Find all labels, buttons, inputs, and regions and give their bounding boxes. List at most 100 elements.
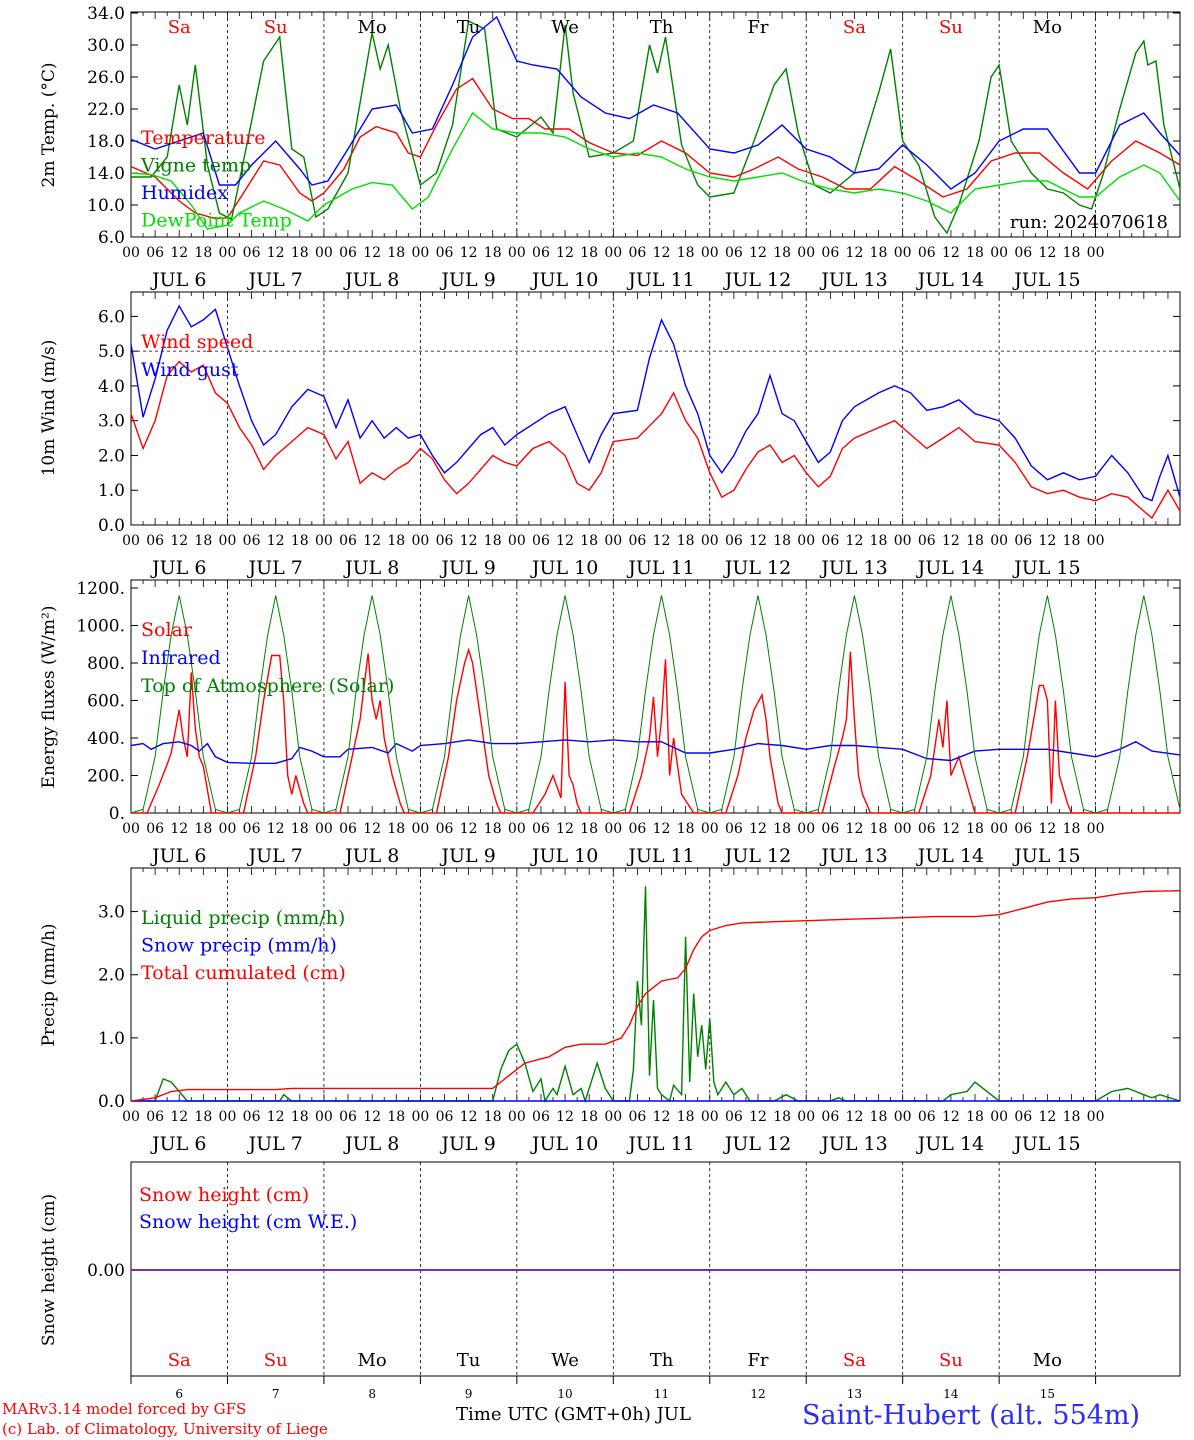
energy-ytick-label: 0.	[109, 804, 125, 824]
energy-hour-label: 12	[1038, 821, 1056, 837]
precip-hour-label: 12	[1038, 1109, 1056, 1125]
precip-date-label: JUL 8	[343, 1133, 399, 1155]
precip-legend-entry: Liquid precip (mm/h)	[141, 907, 345, 929]
energy-hour-label: 18	[291, 821, 309, 837]
bottom-day-number: 11	[654, 1387, 669, 1401]
energy-hour-label: 12	[556, 821, 574, 837]
energy-hour-label: 12	[846, 821, 864, 837]
temperature-hour-label: 06	[918, 245, 936, 261]
temperature-hour-label: 00	[701, 245, 719, 261]
bottom-day-name: Tu	[457, 1350, 481, 1371]
precip-hour-label: 12	[942, 1109, 960, 1125]
wind-date-label: JUL 12	[723, 557, 791, 579]
precip-hour-label: 00	[508, 1109, 526, 1125]
wind-hour-label: 06	[628, 533, 646, 549]
temperature-hour-label: 00	[797, 245, 815, 261]
snow-legend-entry: Snow height (cm W.E.)	[139, 1211, 357, 1233]
temperature-hour-label: 12	[846, 245, 864, 261]
energy-date-label: JUL 15	[1012, 845, 1080, 867]
wind-hour-label: 12	[653, 533, 671, 549]
top-day-name: Su	[939, 17, 963, 38]
precip-legend-entry: Total cumulated (cm)	[141, 962, 346, 984]
bottom-day-name: Th	[650, 1350, 674, 1371]
wind-ytick-label: 5.0	[98, 342, 125, 362]
top-day-name: We	[551, 17, 579, 38]
wind-hour-label: 18	[1063, 533, 1081, 549]
energy-date-label: JUL 10	[530, 845, 598, 867]
energy-hour-label: 18	[773, 821, 791, 837]
temperature-date-label: JUL 14	[916, 269, 984, 291]
temperature-date-label: JUL 12	[723, 269, 791, 291]
precip-ytick-label: 2.0	[98, 966, 125, 986]
wind-date-label: JUL 14	[916, 557, 984, 579]
temperature-hour-label: 18	[1063, 245, 1081, 261]
footer-credits: MARv3.14 model forced by GFS (c) Lab. of…	[2, 1399, 328, 1439]
temperature-hour-label: 00	[894, 245, 912, 261]
wind-hour-label: 06	[725, 533, 743, 549]
temperature-hour-label: 00	[315, 245, 333, 261]
wind-hour-label: 00	[1087, 533, 1105, 549]
wind-ytick-label: 1.0	[98, 481, 125, 501]
energy-hour-label: 06	[339, 821, 357, 837]
wind-hour-label: 18	[677, 533, 695, 549]
precip-legend-entry: Snow precip (mm/h)	[141, 935, 337, 957]
temperature-ytick-label: 10.0	[87, 196, 125, 216]
precip-hour-label: 12	[460, 1109, 478, 1125]
precip-hour-label: 00	[411, 1109, 429, 1125]
model-credit: MARv3.14 model forced by GFS	[2, 1400, 247, 1418]
bottom-day-number: 13	[847, 1387, 862, 1401]
wind-hour-label: 00	[894, 533, 912, 549]
wind-hour-label: 18	[870, 533, 888, 549]
wind-hour-label: 12	[942, 533, 960, 549]
precip-hour-label: 06	[532, 1109, 550, 1125]
energy-hour-label: 12	[363, 821, 381, 837]
temperature-hour-label: 18	[580, 245, 598, 261]
energy-legend-entry: Top of Atmosphere (Solar)	[141, 675, 394, 697]
energy-hour-label: 00	[122, 821, 140, 837]
wind-legend-entry: Wind speed	[141, 331, 253, 353]
precip-ylabel: Precip (mm/h)	[39, 923, 59, 1046]
energy-hour-label: 18	[1063, 821, 1081, 837]
temperature-legend-entry: DewPoint Temp	[141, 210, 292, 232]
snow-ylabel: Snow height (cm)	[39, 1194, 59, 1346]
energy-hour-label: 00	[219, 821, 237, 837]
energy-hour-label: 00	[701, 821, 719, 837]
precip-hour-label: 06	[628, 1109, 646, 1125]
energy-hour-label: 12	[942, 821, 960, 837]
temperature-ytick-label: 18.0	[87, 132, 125, 152]
wind-hour-label: 18	[580, 533, 598, 549]
bottom-day-number: 6	[175, 1387, 183, 1401]
bottom-day-number: 12	[750, 1387, 765, 1401]
wind-hour-label: 12	[267, 533, 285, 549]
precip-hour-label: 00	[219, 1109, 237, 1125]
precip-hour-label: 06	[1014, 1109, 1032, 1125]
bottom-day-name: Fr	[747, 1350, 768, 1371]
wind-hour-label: 18	[966, 533, 984, 549]
top-day-name: Mo	[1033, 17, 1062, 38]
precip-hour-label: 06	[725, 1109, 743, 1125]
energy-ytick-label: 600.	[87, 692, 125, 712]
temperature-hour-label: 06	[821, 245, 839, 261]
temperature-hour-label: 00	[1087, 245, 1105, 261]
wind-hour-label: 00	[797, 533, 815, 549]
precip-hour-label: 18	[484, 1109, 502, 1125]
wind-hour-label: 00	[219, 533, 237, 549]
energy-hour-label: 00	[894, 821, 912, 837]
precip-date-label: JUL 6	[150, 1133, 206, 1155]
temperature-hour-label: 06	[628, 245, 646, 261]
top-day-name: Su	[264, 17, 288, 38]
wind-hour-label: 12	[460, 533, 478, 549]
precip-hour-label: 18	[1063, 1109, 1081, 1125]
temperature-hour-label: 00	[990, 245, 1008, 261]
wind-ytick-label: 4.0	[98, 377, 125, 397]
energy-date-label: JUL 11	[626, 845, 694, 867]
temperature-hour-label: 18	[966, 245, 984, 261]
temperature-ytick-label: 22.0	[87, 100, 125, 120]
precip-hour-label: 06	[436, 1109, 454, 1125]
station-name: Saint-Hubert (alt. 554m)	[802, 1400, 1141, 1431]
temperature-date-label: JUL 13	[819, 269, 887, 291]
precip-date-label: JUL 7	[247, 1133, 303, 1155]
wind-hour-label: 12	[556, 533, 574, 549]
bottom-day-name: Su	[939, 1350, 963, 1371]
temperature-hour-label: 12	[653, 245, 671, 261]
